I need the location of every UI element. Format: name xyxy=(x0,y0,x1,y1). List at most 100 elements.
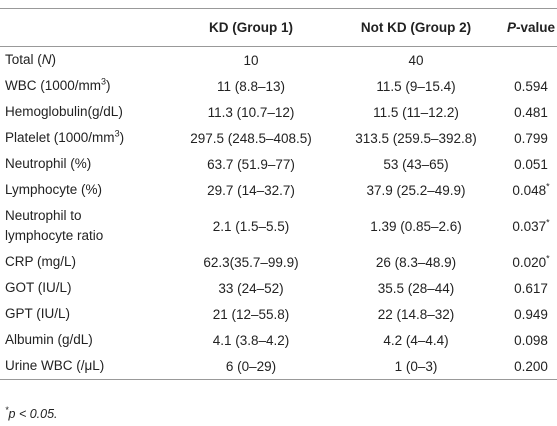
header-cell: KD (Group 1) xyxy=(175,8,327,47)
p-value: 0.048 xyxy=(512,182,547,198)
notkd-cell: 35.5 (28–44) xyxy=(377,280,455,296)
p-value: 0.020 xyxy=(512,254,547,270)
table-row: GOT (IU/L) 33 (24–52) 35.5 (28–44) 0.617 xyxy=(0,275,557,301)
kd-cell: 11 (8.8–13) xyxy=(216,78,286,94)
p-value: 0.799 xyxy=(514,130,548,146)
p-cell: 0.020* xyxy=(505,249,557,275)
label-text: WBC (1000/mm xyxy=(5,78,102,93)
label-text: Lymphocyte (%) xyxy=(5,182,103,197)
kd-cell: 63.7 (51.9–77) xyxy=(207,156,295,172)
p-value: 0.200 xyxy=(514,358,548,374)
kd-cell: 29.7 (14–32.7) xyxy=(207,182,295,198)
kd-cell: 33 (24–52) xyxy=(218,280,284,296)
row-label: WBC (1000/mm3) xyxy=(0,73,175,99)
label-text: GPT (IU/L) xyxy=(5,306,71,321)
kd-cell: 21 (12–55.8) xyxy=(212,306,290,322)
table-row: Albumin (g/dL) 4.1 (3.8–4.2) 4.2 (4–4.4) 0.… xyxy=(0,327,557,353)
header-text: -value xyxy=(515,20,556,35)
header-text: P xyxy=(506,20,516,35)
p-cell: 0.098 xyxy=(505,327,557,353)
label-text: ) xyxy=(106,78,111,93)
row-label: GPT (IU/L) xyxy=(0,301,175,327)
row-label: Albumin (g/dL) xyxy=(0,327,175,353)
p-value: 0.594 xyxy=(514,78,548,94)
kd-cell: 2.1 (1.5–5.5) xyxy=(212,218,290,234)
footnote-text: p < 0.05. xyxy=(8,407,58,421)
p-value: 0.051 xyxy=(514,156,548,172)
header-cell xyxy=(0,8,175,47)
notkd-cell: 22 (14.8–32) xyxy=(377,306,455,322)
table-row: WBC (1000/mm3) 11 (8.8–13) 11.5 (9–15.4) 0.… xyxy=(0,73,557,99)
p-value: 0.617 xyxy=(514,280,548,296)
label-text: Hemoglobulin(g/dL) xyxy=(5,104,123,119)
table-row: Total (N) 10 40 xyxy=(0,47,557,74)
p-value: 0.949 xyxy=(514,306,548,322)
kd-cell: 4.1 (3.8–4.2) xyxy=(212,332,290,348)
notkd-cell: 4.2 (4–4.4) xyxy=(383,332,449,348)
kd-cell: 297.5 (248.5–408.5) xyxy=(190,130,312,146)
p-value: * xyxy=(546,181,550,191)
data-table: KD (Group 1) Not KD (Group 2) P-value To… xyxy=(0,8,557,380)
p-cell: 0.594 xyxy=(505,73,557,99)
p-cell: 0.949 xyxy=(505,301,557,327)
label-text: Neutrophil (%) xyxy=(5,156,92,171)
header-row: KD (Group 1) Not KD (Group 2) P-value xyxy=(0,8,557,47)
kd-cell: 11.3 (10.7–12) xyxy=(207,104,295,120)
label-text: CRP (mg/L) xyxy=(5,254,77,269)
p-value: 0.037 xyxy=(512,218,547,234)
p-cell: 0.051 xyxy=(505,151,557,177)
table-row: Platelet (1000/mm3) 297.5 (248.5–408.5) 31… xyxy=(0,125,557,151)
p-cell: 0.799 xyxy=(505,125,557,151)
row-label: Total (N) xyxy=(0,47,175,74)
kd-cell: 10 xyxy=(243,52,259,68)
notkd-cell: 40 xyxy=(408,52,424,68)
p-cell xyxy=(505,47,557,74)
notkd-cell: 11.5 (9–15.4) xyxy=(376,78,456,94)
table-row: Hemoglobulin(g/dL) 11.3 (10.7–12) 11.5 (11… xyxy=(0,99,557,125)
row-label: GOT (IU/L) xyxy=(0,275,175,301)
table-row: CRP (mg/L) 62.3(35.7–99.9) 26 (8.3–48.9) 0.… xyxy=(0,249,557,275)
p-value: 0.481 xyxy=(514,104,548,120)
notkd-cell: 26 (8.3–48.9) xyxy=(375,254,457,270)
label-text: Total ( xyxy=(5,52,42,67)
table-row: Urine WBC (/μL) 6 (0–29) 1 (0–3) 0.200 xyxy=(0,353,557,380)
label-text: ) xyxy=(119,130,125,145)
label-text: GOT (IU/L) xyxy=(5,280,72,295)
table-row: Lymphocyte (%) 29.7 (14–32.7) 37.9 (25.2–4… xyxy=(0,177,557,203)
row-label: Hemoglobulin(g/dL) xyxy=(0,99,175,125)
label-text: Neutrophil to lymphocyte ratio xyxy=(5,208,104,243)
p-value: * xyxy=(546,253,550,263)
p-value: * xyxy=(546,217,550,227)
footnote: *p < 0.05. xyxy=(5,404,58,421)
table-row: Neutrophil to lymphocyte ratio 2.1 (1.5–5… xyxy=(0,203,557,249)
table-row: GPT (IU/L) 21 (12–55.8) 22 (14.8–32) 0.949 xyxy=(0,301,557,327)
kd-cell: 6 (0–29) xyxy=(175,353,327,380)
label-text: Albumin (g/dL) xyxy=(5,332,93,347)
row-label: Urine WBC (/μL) xyxy=(0,353,175,380)
notkd-cell: 1 (0–3) xyxy=(327,353,505,380)
label-text: N xyxy=(41,52,52,67)
p-cell: 0.048* xyxy=(505,177,557,203)
kd-cell: 62.3(35.7–99.9) xyxy=(203,254,299,270)
row-label: Platelet (1000/mm3) xyxy=(0,125,175,151)
row-label: Lymphocyte (%) xyxy=(0,177,175,203)
header-cell: Not KD (Group 2) xyxy=(327,8,505,47)
p-cell: 0.617 xyxy=(505,275,557,301)
notkd-cell: 53 (43–65) xyxy=(383,156,449,172)
p-value: 0.098 xyxy=(514,332,548,348)
notkd-cell: 11.5 (11–12.2) xyxy=(373,104,459,120)
label-text: ) xyxy=(51,52,57,67)
row-label: Neutrophil (%) xyxy=(0,151,175,177)
label-text: 3 xyxy=(101,76,107,87)
label-text: Platelet (1000/mm xyxy=(5,130,115,145)
notkd-cell: 1.39 (0.85–2.6) xyxy=(370,218,462,234)
label-text: Urine WBC (/μL) xyxy=(5,358,105,373)
header-cell: P-value xyxy=(505,8,557,47)
footnote-mark: * xyxy=(5,404,9,415)
table-row: Neutrophil (%) 63.7 (51.9–77) 53 (43–65) 0.… xyxy=(0,151,557,177)
row-label: Neutrophil to lymphocyte ratio xyxy=(0,203,175,249)
p-cell: 0.481 xyxy=(505,99,557,125)
p-cell: 0.200 xyxy=(505,353,557,380)
p-cell: 0.037* xyxy=(505,203,557,249)
